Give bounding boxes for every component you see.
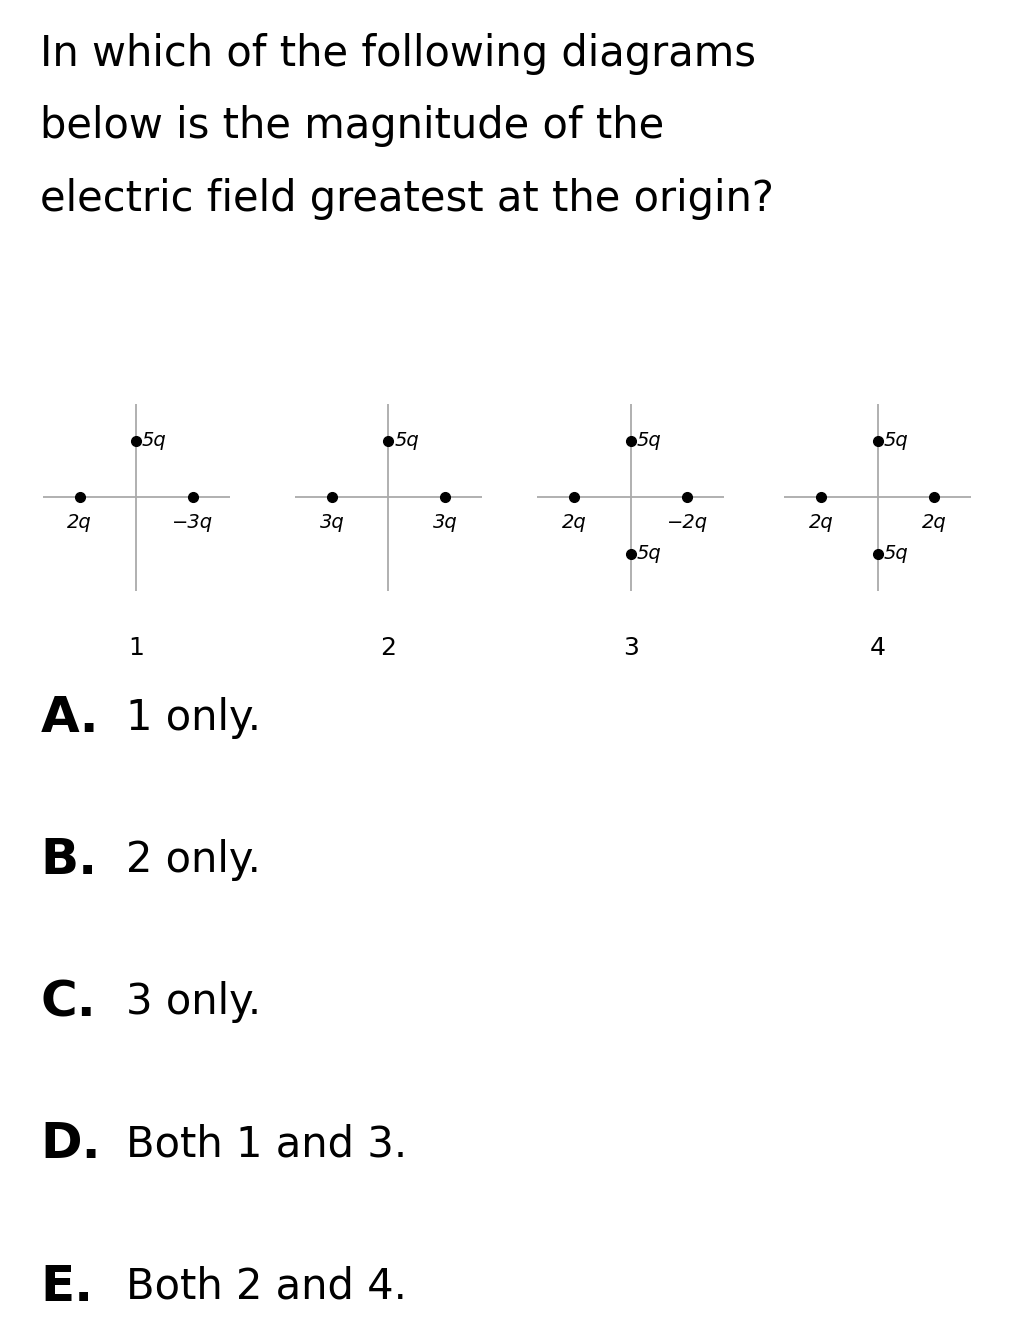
Text: 2q: 2q <box>809 514 833 532</box>
Text: 3q: 3q <box>320 514 344 532</box>
Text: D.: D. <box>40 1121 101 1168</box>
Text: 2q: 2q <box>562 514 586 532</box>
Text: 1: 1 <box>128 636 144 660</box>
Text: Both 2 and 4.: Both 2 and 4. <box>126 1266 407 1308</box>
Text: 2q: 2q <box>922 514 946 532</box>
Text: E.: E. <box>40 1263 94 1310</box>
Text: C.: C. <box>40 979 96 1026</box>
Text: 3 only.: 3 only. <box>126 981 261 1023</box>
Text: 5q: 5q <box>142 431 166 450</box>
Text: 5q: 5q <box>637 544 661 564</box>
Text: 2q: 2q <box>68 514 92 532</box>
Text: 2 only.: 2 only. <box>126 839 261 881</box>
Text: 4: 4 <box>870 636 886 660</box>
Text: 5q: 5q <box>884 544 908 564</box>
Text: 1 only.: 1 only. <box>126 697 261 739</box>
Text: 3: 3 <box>623 636 639 660</box>
Text: −2q: −2q <box>667 514 707 532</box>
Text: 3q: 3q <box>433 514 457 532</box>
Text: −3q: −3q <box>173 514 213 532</box>
Text: In which of the following diagrams: In which of the following diagrams <box>40 33 757 75</box>
Text: below is the magnitude of the: below is the magnitude of the <box>40 105 665 148</box>
Text: electric field greatest at the origin?: electric field greatest at the origin? <box>40 178 774 220</box>
Text: 5q: 5q <box>884 431 908 450</box>
Text: B.: B. <box>40 836 98 884</box>
Text: A.: A. <box>40 694 99 741</box>
Text: Both 1 and 3.: Both 1 and 3. <box>126 1123 408 1166</box>
Text: 5q: 5q <box>637 431 661 450</box>
Text: 5q: 5q <box>395 431 419 450</box>
Text: 2: 2 <box>380 636 397 660</box>
